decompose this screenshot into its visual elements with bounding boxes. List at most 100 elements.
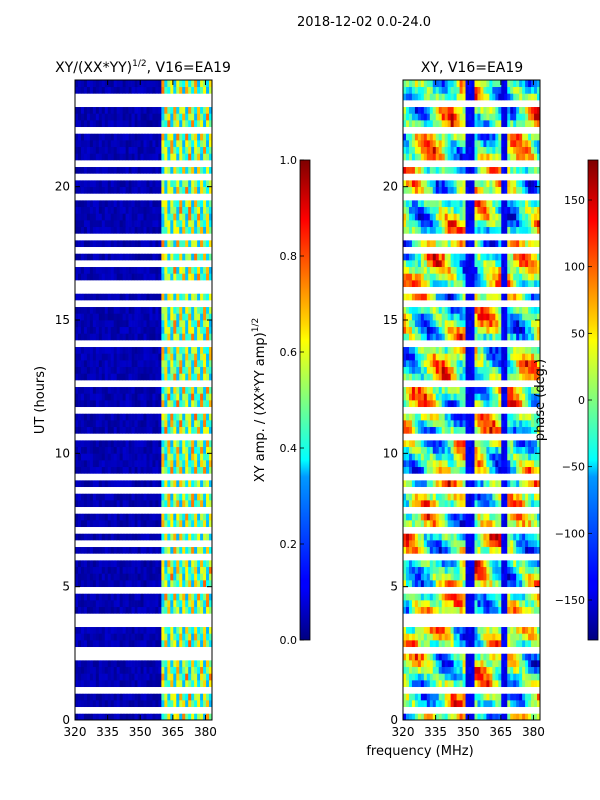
heatmap-cell xyxy=(128,246,132,254)
heatmap-cell xyxy=(86,313,91,321)
heatmap-cell xyxy=(149,640,153,648)
heatmap-cell xyxy=(197,600,201,608)
heatmap-cell xyxy=(167,280,171,288)
heatmap-cell xyxy=(119,573,123,581)
heatmap-cell xyxy=(164,680,168,688)
heatmap-cell xyxy=(128,260,132,268)
heatmap-cell xyxy=(116,133,121,141)
heatmap-cell xyxy=(498,673,502,681)
heatmap-cell xyxy=(89,706,94,714)
heatmap-cell xyxy=(140,146,144,154)
heatmap-cell xyxy=(137,686,141,694)
heatmap-cell xyxy=(182,120,186,128)
heatmap-cell xyxy=(182,320,186,328)
heatmap-cell xyxy=(206,120,210,128)
heatmap-cell xyxy=(164,306,168,314)
heatmap-cell xyxy=(209,120,213,128)
heatmap-cell xyxy=(432,640,437,648)
heatmap-cell xyxy=(179,193,183,201)
heatmap-cell xyxy=(510,680,514,688)
heatmap-cell xyxy=(75,606,79,614)
heatmap-cell xyxy=(507,673,511,681)
heatmap-cell xyxy=(182,360,186,368)
heatmap-cell xyxy=(119,140,123,148)
heatmap-cell xyxy=(519,666,523,674)
heatmap-cell xyxy=(75,526,79,534)
heatmap-cell xyxy=(188,293,192,301)
heatmap-cell xyxy=(83,186,88,194)
heatmap-cell xyxy=(101,480,106,488)
heatmap-cell xyxy=(128,620,132,628)
heatmap-cell xyxy=(200,100,204,108)
heatmap-cell xyxy=(173,286,177,294)
heatmap-cell xyxy=(158,293,162,301)
heatmap-cell xyxy=(179,113,183,121)
heatmap-cell xyxy=(185,260,189,268)
heatmap-cell xyxy=(465,713,469,721)
heatmap-cell xyxy=(128,453,132,461)
heatmap-cell xyxy=(83,153,88,161)
heatmap-cell xyxy=(128,93,132,101)
heatmap-cell xyxy=(176,620,180,628)
heatmap-cell xyxy=(89,573,94,581)
y-tick-label: 15 xyxy=(55,313,70,327)
heatmap-cell xyxy=(170,633,174,641)
heatmap-cell xyxy=(170,173,174,181)
heatmap-cell xyxy=(116,526,121,534)
heatmap-cell xyxy=(471,646,475,654)
heatmap-cell xyxy=(197,406,201,414)
heatmap-cell xyxy=(197,540,201,548)
heatmap-cell xyxy=(83,680,88,688)
heatmap-cell xyxy=(77,126,82,134)
heatmap-cell xyxy=(209,253,213,261)
heatmap-cell xyxy=(158,306,162,314)
heatmap-cell xyxy=(146,220,150,228)
heatmap-cell xyxy=(83,146,88,154)
heatmap-cell xyxy=(122,666,126,674)
heatmap-cell xyxy=(182,453,186,461)
heatmap-cell xyxy=(75,286,79,294)
heatmap-cell xyxy=(128,220,132,228)
heatmap-cell xyxy=(89,393,94,401)
heatmap-cell xyxy=(537,666,541,674)
heatmap-cell xyxy=(182,486,186,494)
heatmap-cell xyxy=(203,440,207,448)
heatmap-cell xyxy=(89,633,94,641)
heatmap-cell xyxy=(438,693,443,701)
heatmap-cell xyxy=(137,580,141,588)
heatmap-cell xyxy=(191,373,195,381)
heatmap-cell xyxy=(89,613,94,621)
heatmap-cell xyxy=(98,240,103,248)
heatmap-cell xyxy=(206,213,210,221)
heatmap-cell xyxy=(182,573,186,581)
heatmap-cell xyxy=(134,466,138,474)
heatmap-cell xyxy=(149,713,153,721)
heatmap-cell xyxy=(194,326,198,334)
heatmap-cell xyxy=(128,180,132,188)
heatmap-cell xyxy=(403,660,407,668)
heatmap-cell xyxy=(86,713,91,721)
heatmap-cell xyxy=(158,466,162,474)
heatmap-cell xyxy=(191,480,195,488)
heatmap-cell xyxy=(104,466,109,474)
heatmap-cell xyxy=(465,673,469,681)
heatmap-cell xyxy=(128,446,132,454)
heatmap-cell xyxy=(95,146,100,154)
heatmap-cell xyxy=(176,293,180,301)
heatmap-cell xyxy=(191,320,195,328)
heatmap-cell xyxy=(474,706,478,714)
heatmap-cell xyxy=(140,353,144,361)
heatmap-cell xyxy=(140,193,144,201)
heatmap-cell xyxy=(104,366,109,374)
heatmap-cell xyxy=(98,666,103,674)
heatmap-cell xyxy=(161,326,165,334)
heatmap-cell xyxy=(152,460,156,468)
heatmap-cell xyxy=(480,653,484,661)
heatmap-cell xyxy=(98,660,103,668)
heatmap-cell xyxy=(480,673,484,681)
heatmap-cell xyxy=(98,493,103,501)
heatmap-cell xyxy=(176,573,180,581)
heatmap-cell xyxy=(203,426,207,434)
heatmap-cell xyxy=(122,80,126,88)
heatmap-cell xyxy=(95,586,100,594)
